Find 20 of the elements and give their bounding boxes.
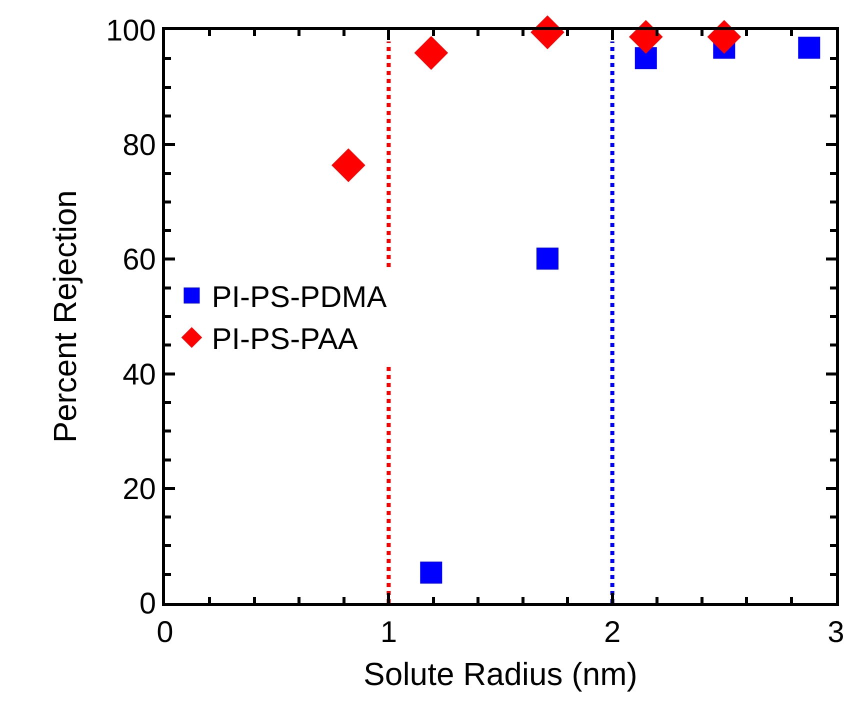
y-tick-label: 80 [122, 129, 156, 162]
point [707, 20, 742, 54]
point [536, 248, 558, 270]
y-tick-label: 100 [106, 14, 156, 48]
point [634, 47, 657, 70]
y-axis-title: Percent Rejection [47, 190, 84, 443]
y-tick-label: 0 [139, 588, 156, 620]
y-tick-label: 20 [122, 472, 156, 506]
x-tick-label: 1 [380, 616, 398, 649]
point [414, 36, 448, 70]
x-tick-label: 3 [828, 616, 844, 649]
x-axis-title: Solute Radius (nm) [364, 656, 638, 692]
legend-label: PI-PS-PAA [212, 323, 358, 356]
legend-label: PI-PS-PDMA [212, 281, 387, 314]
x-tick-label: 2 [604, 616, 621, 649]
y-tick-label: 60 [122, 244, 156, 277]
y-tick-label: 40 [122, 358, 156, 392]
point [798, 36, 820, 59]
point [332, 148, 366, 182]
point [420, 562, 442, 584]
